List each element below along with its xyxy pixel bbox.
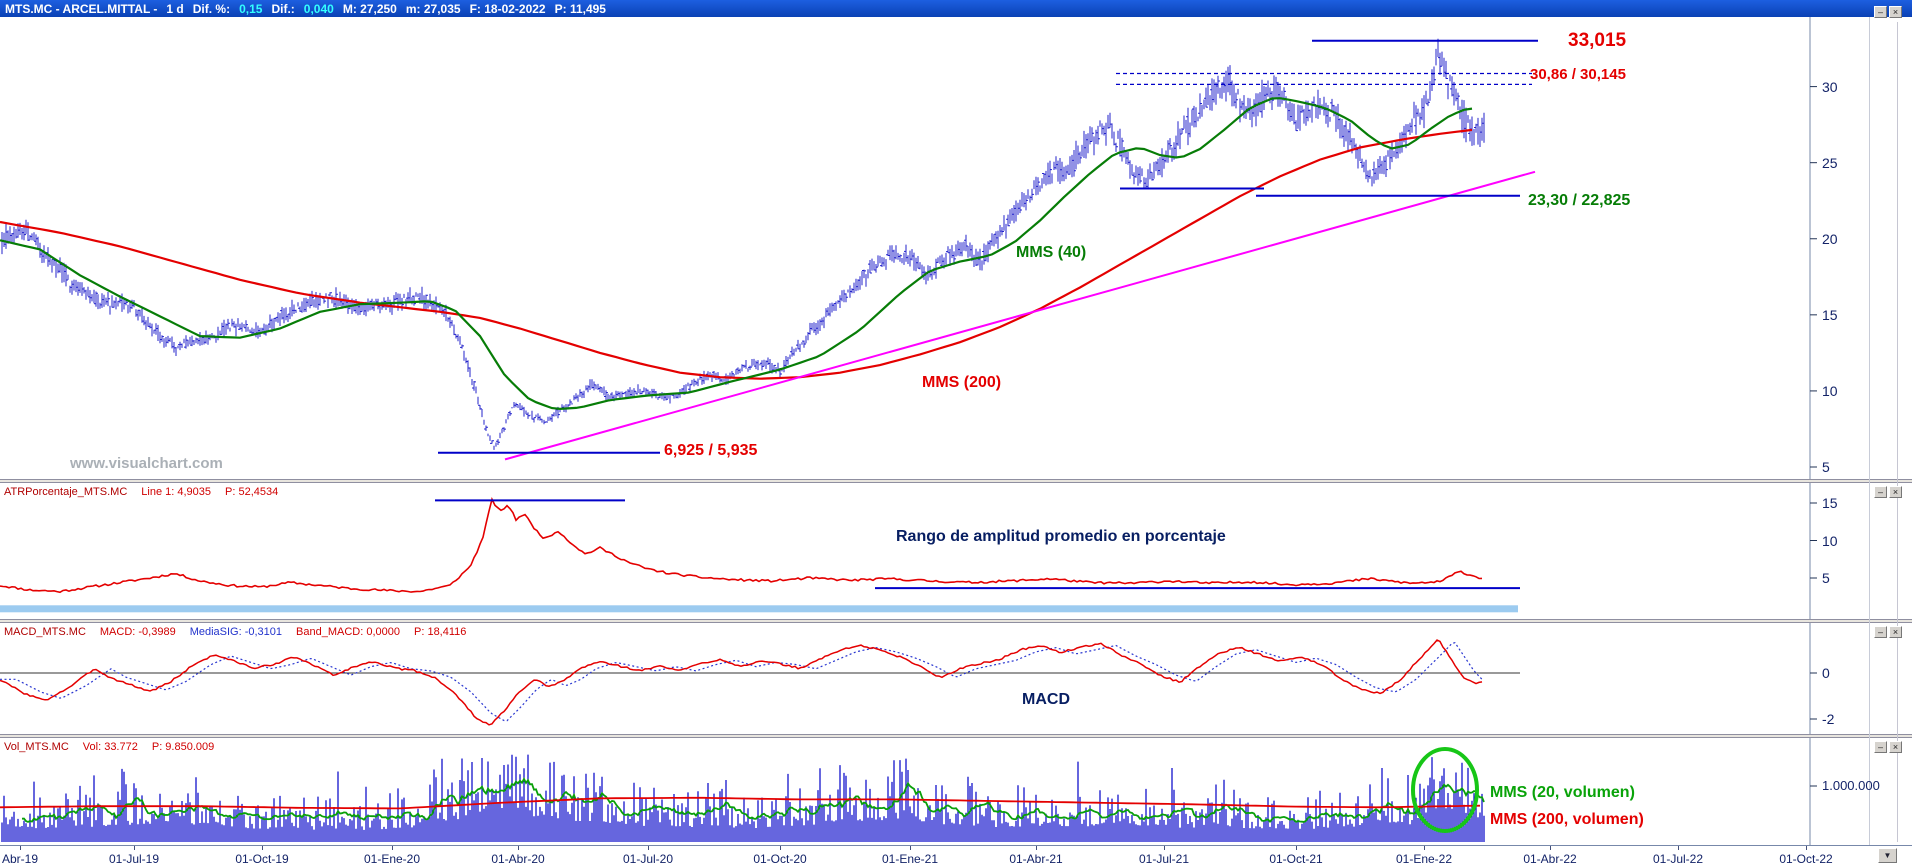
resistance-3086-label: 30,86 / 30,145 <box>1530 66 1626 83</box>
x-axis-date-label: 01-Ene-21 <box>881 852 939 866</box>
x-axis-date-label: 01-Abr-20 <box>491 852 545 866</box>
volume-mms200-label: MMS (200, volumen) <box>1490 811 1644 828</box>
x-axis-date-label: 01-Jul-22 <box>1652 852 1704 866</box>
x-axis-date-label: Abr-19 <box>1 852 39 866</box>
close-icon[interactable]: × <box>1889 626 1902 638</box>
volume-panel-header: Vol_MTS.MC Vol: 33.772 P: 9.850.009 <box>4 741 215 753</box>
y-axis-tick-label: 20 <box>1822 230 1838 247</box>
y-axis-tick-label: 5 <box>1822 459 1830 475</box>
visualchart-watermark: www.visualchart.com <box>70 455 223 472</box>
volume-panel-controls: – × <box>1874 741 1902 753</box>
x-axis-date-label: 01-Ene-20 <box>363 852 421 866</box>
y-axis-tick-label: 15 <box>1822 306 1838 323</box>
x-axis-tick <box>1164 846 1165 850</box>
y-axis-tick-label: 5 <box>1822 570 1830 586</box>
resistance-33015-label: 33,015 <box>1568 30 1627 51</box>
x-axis-date-label: 01-Jul-19 <box>108 852 160 866</box>
x-axis-tick <box>1550 846 1551 850</box>
minimize-button[interactable]: – <box>1874 6 1887 18</box>
panel-splitter[interactable] <box>0 479 1912 483</box>
volume-mms20-label: MMS (20, volumen) <box>1490 784 1635 801</box>
minimize-button[interactable]: – <box>1874 486 1887 498</box>
minimize-button[interactable]: – <box>1874 741 1887 753</box>
y-axis-tick-label: 0 <box>1822 665 1830 681</box>
vertical-scrollbar[interactable] <box>1897 22 1898 842</box>
support-6925-label: 6,925 / 5,935 <box>664 442 758 459</box>
support-2330-label: 23,30 / 22,825 <box>1528 192 1631 209</box>
x-axis-date-label: 01-Oct-20 <box>753 852 807 866</box>
x-axis-tick <box>134 846 135 850</box>
x-axis-tick <box>392 846 393 850</box>
x-axis-tick <box>1424 846 1425 850</box>
window-titlebar[interactable]: MTS.MC - ARCEL.MITTAL -1 d Dif. %: 0,15 Dif… <box>0 0 1912 17</box>
close-icon[interactable]: × <box>1889 741 1902 753</box>
atr-panel-controls: – × <box>1874 486 1902 498</box>
close-icon[interactable]: × <box>1889 6 1902 18</box>
macd-chart-canvas[interactable] <box>0 623 1912 734</box>
x-axis-tick <box>1678 846 1679 850</box>
macd-panel-controls: – × <box>1874 626 1902 638</box>
atr-panel-header: ATRPorcentaje_MTS.MC Line 1: 4,9035 P: 52,… <box>4 486 279 498</box>
x-axis-date-label: 01-Abr-22 <box>1523 852 1577 866</box>
macd-description-label: MACD <box>1022 691 1070 708</box>
y-axis-tick-label: 1.000.000 <box>1822 778 1880 793</box>
panel-splitter[interactable] <box>0 734 1912 738</box>
x-axis-date-label: 01-Oct-21 <box>1269 852 1323 866</box>
y-axis-tick-label: 10 <box>1822 382 1838 399</box>
panel-splitter[interactable] <box>0 619 1912 623</box>
x-axis-tick <box>262 846 263 850</box>
scroll-down-arrow-icon[interactable]: ▼ <box>1878 848 1897 863</box>
price-chart-canvas[interactable] <box>0 17 1912 479</box>
x-axis-date-label: 01-Jul-21 <box>1138 852 1190 866</box>
x-axis-date-label: 01-Jul-20 <box>622 852 674 866</box>
atr-chart-canvas[interactable] <box>0 483 1912 619</box>
mms40-label: MMS (40) <box>1016 244 1087 261</box>
x-axis-tick <box>1036 846 1037 850</box>
macd-panel-header: MACD_MTS.MC MACD: -0,3989 MediaSIG: -0,310… <box>4 626 467 638</box>
price-panel-controls: – × <box>1874 6 1902 18</box>
y-axis-tick-label: 10 <box>1822 532 1838 549</box>
x-axis-tick <box>518 846 519 850</box>
x-axis-tick <box>780 846 781 850</box>
x-axis-tick <box>1806 846 1807 850</box>
x-axis-date-label: 01-Abr-21 <box>1009 852 1063 866</box>
volume-chart-canvas[interactable] <box>0 738 1912 845</box>
mms200-label: MMS (200) <box>922 374 1002 391</box>
right-strip-divider <box>1869 17 1870 845</box>
close-icon[interactable]: × <box>1889 486 1902 498</box>
x-axis-date-label: 01-Oct-19 <box>235 852 289 866</box>
x-axis-tick <box>910 846 911 850</box>
x-axis-tick <box>1296 846 1297 850</box>
x-axis-date-label: 01-Oct-22 <box>1779 852 1833 866</box>
y-axis-tick-label: 25 <box>1822 154 1838 171</box>
x-axis-tick <box>20 846 21 850</box>
y-axis-tick-label: -2 <box>1822 711 1835 727</box>
atr-description-label: Rango de amplitud promedio en porcentaje <box>896 528 1226 545</box>
x-axis-tick <box>648 846 649 850</box>
y-axis-tick-label: 30 <box>1822 78 1838 95</box>
time-axis[interactable]: Abr-19 01-Jul-19 01-Oct-19 01-Ene-20 01-Abr-… <box>0 845 1912 867</box>
minimize-button[interactable]: – <box>1874 626 1887 638</box>
x-axis-date-label: 01-Ene-22 <box>1395 852 1453 866</box>
y-axis-tick-label: 15 <box>1822 495 1838 511</box>
